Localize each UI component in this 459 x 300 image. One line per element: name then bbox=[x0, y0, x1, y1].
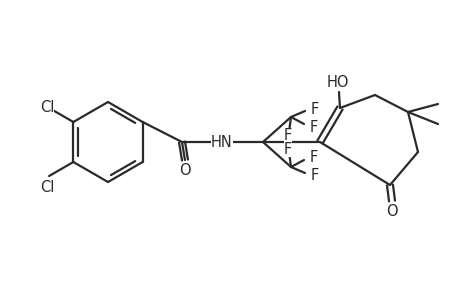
Text: O: O bbox=[386, 203, 397, 218]
Text: F: F bbox=[283, 142, 291, 157]
Text: Cl: Cl bbox=[40, 100, 54, 115]
Text: F: F bbox=[309, 149, 318, 164]
Text: HO: HO bbox=[326, 74, 348, 89]
Text: O: O bbox=[179, 163, 190, 178]
Text: Cl: Cl bbox=[40, 180, 54, 195]
Text: F: F bbox=[309, 119, 318, 134]
Text: HN: HN bbox=[211, 134, 232, 149]
Text: F: F bbox=[283, 128, 291, 142]
Text: F: F bbox=[310, 101, 319, 116]
Text: F: F bbox=[310, 167, 319, 182]
